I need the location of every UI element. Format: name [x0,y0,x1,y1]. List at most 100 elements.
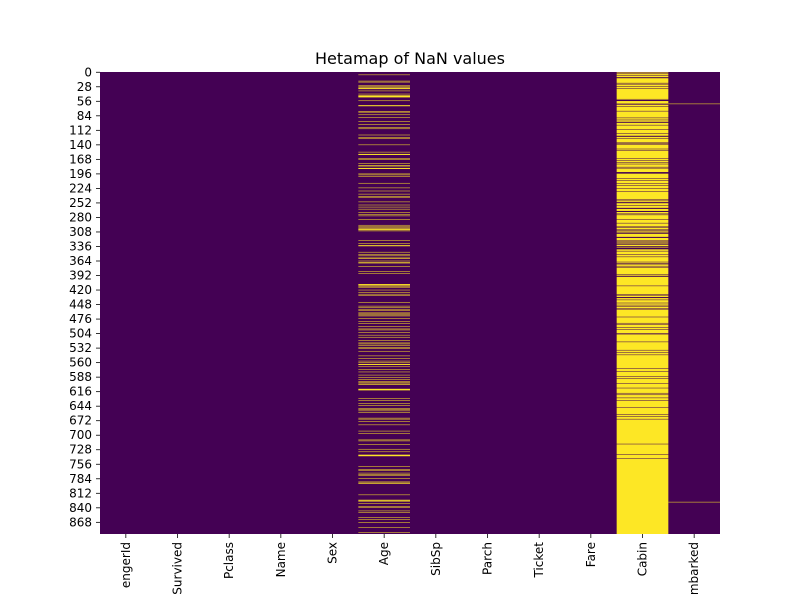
missing-cell-cabin [616,101,669,104]
missing-cell-age [358,193,410,195]
missing-cell-cabin [616,295,669,298]
missing-cell-age [358,159,410,160]
missing-cell-age [358,347,410,348]
missing-cell-age [358,366,410,368]
missing-cell-age [358,314,410,316]
missing-cell-cabin [616,414,669,417]
missing-cell-age [358,374,410,376]
missing-cell-cabin [616,274,669,276]
missing-cell-cabin [616,75,669,78]
missing-cell-age [358,289,410,291]
y-axis: 0285684112140168196224252280308336364392… [69,65,100,529]
missing-cell-cabin [616,395,669,398]
missing-cell-cabin [616,136,669,139]
missing-cell-cabin [616,227,669,230]
missing-cell-cabin [616,178,669,181]
missing-cell-cabin [616,185,669,189]
y-tick-label: 168 [69,152,92,166]
missing-cell-cabin [616,122,669,125]
missing-cell-cabin [616,125,669,130]
missing-cell-cabin [616,72,669,73]
missing-cell-cabin [616,350,669,352]
missing-cell-cabin [616,268,669,275]
missing-cell-age [358,472,410,474]
missing-cell-age [358,111,410,113]
missing-cell-cabin [616,104,669,107]
missing-cell-cabin [616,444,669,455]
missing-cell-age [358,350,410,352]
missing-cell-age [358,519,410,520]
y-tick-label: 392 [69,269,92,283]
missing-cell-cabin [616,257,669,262]
missing-cell-cabin [616,230,669,232]
missing-cell-age [358,499,410,501]
missing-cell-cabin [616,205,669,208]
missing-cell-age [358,408,410,409]
missing-cell-cabin [616,78,669,83]
missing-cell-cabin [616,167,669,168]
y-tick-label: 812 [69,486,92,500]
missing-cell-cabin [616,219,669,223]
missing-cell-cabin [616,329,669,334]
missing-cell-age [358,448,410,450]
missing-cell-age [358,532,410,533]
missing-cell-age [358,371,410,373]
x-tick-label: SibSp [429,542,443,576]
missing-cell-cabin [616,138,669,143]
missing-cell-age [358,517,410,518]
missing-cell-age [358,358,410,359]
y-tick-label: 476 [69,312,92,326]
missing-cell-age [358,507,410,508]
missing-cell-age [358,433,410,434]
missing-cell-age [358,417,410,419]
missing-cell-cabin [616,298,669,300]
missing-cell-age [358,293,410,295]
missing-cell-age [358,313,410,315]
missing-cell-age [358,201,410,203]
missing-cell-cabin [616,88,669,99]
missing-cell-age [358,469,410,470]
missing-cell-age [358,362,410,363]
missing-cell-age [358,382,410,383]
missing-cell-age [358,506,410,507]
missing-cell-age [358,439,410,441]
missing-cell-age [358,403,410,404]
missing-cell-age [358,478,410,479]
missing-cell-cabin [616,334,669,342]
missing-cell-cabin [616,86,669,89]
missing-cell-age [358,383,410,385]
missing-cell-age [358,114,410,116]
missing-cell-cabin [616,458,669,534]
missing-cell-age [358,355,410,357]
missing-cell-age [358,245,410,247]
missing-cell-cabin [616,388,669,393]
missing-cell-cabin [616,158,669,161]
missing-cell-embarked [668,103,720,105]
missing-cell-cabin [616,168,669,173]
missing-cell-age [358,190,410,192]
missing-cell-age [358,444,410,445]
missing-cell-age [358,117,410,118]
missing-cell-age [358,307,410,308]
missing-cell-cabin [616,419,669,444]
missing-cell-age [358,421,410,422]
missing-cell-age [358,348,410,349]
missing-cell-cabin [616,317,669,323]
missing-cell-cabin [616,203,669,206]
missing-cell-age [358,377,410,378]
missing-cell-age [358,326,410,327]
y-tick-label: 0 [84,65,92,79]
missing-cell-cabin [616,73,669,74]
missing-cell-cabin [616,276,669,286]
missing-cell-age [358,262,410,264]
missing-cell-age [358,295,410,296]
missing-cell-cabin [616,368,669,372]
missing-cell-cabin [616,262,669,264]
x-tick-label: Age [377,542,391,565]
missing-cell-cabin [616,371,669,377]
missing-cell-cabin [616,398,669,401]
x-tick-label: Pclass [222,542,236,579]
missing-cell-age [358,286,410,287]
missing-cell-age [358,174,410,176]
y-tick-label: 336 [69,239,92,253]
